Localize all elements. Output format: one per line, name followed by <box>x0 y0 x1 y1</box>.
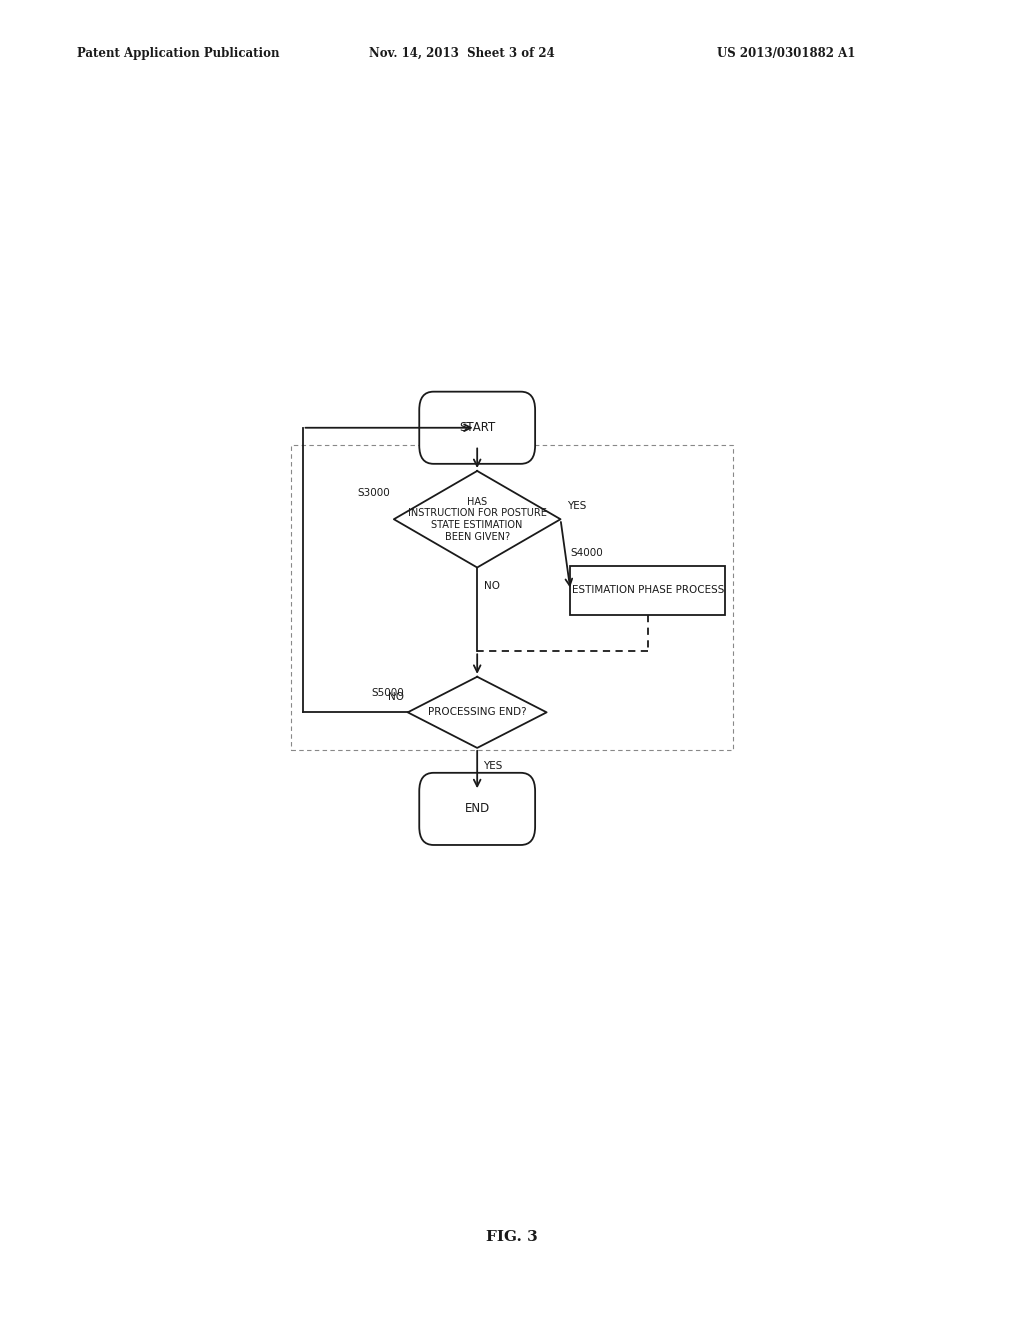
Text: END: END <box>465 803 489 816</box>
Bar <box>570 566 725 615</box>
Text: S3000: S3000 <box>357 487 390 498</box>
Text: NO: NO <box>388 692 403 702</box>
Text: YES: YES <box>483 762 503 771</box>
Text: YES: YES <box>567 502 586 511</box>
Bar <box>291 445 733 750</box>
Text: HAS
INSTRUCTION FOR POSTURE
STATE ESTIMATION
BEEN GIVEN?: HAS INSTRUCTION FOR POSTURE STATE ESTIMA… <box>408 496 547 541</box>
Text: Nov. 14, 2013  Sheet 3 of 24: Nov. 14, 2013 Sheet 3 of 24 <box>369 46 554 59</box>
Text: S4000: S4000 <box>570 548 603 558</box>
Text: START: START <box>459 421 496 434</box>
Text: ESTIMATION PHASE PROCESS: ESTIMATION PHASE PROCESS <box>571 585 724 595</box>
Text: FIG. 3: FIG. 3 <box>486 1230 538 1243</box>
FancyBboxPatch shape <box>419 392 536 463</box>
Text: US 2013/0301882 A1: US 2013/0301882 A1 <box>717 46 855 59</box>
FancyBboxPatch shape <box>419 772 536 845</box>
Text: NO: NO <box>483 581 500 591</box>
Text: S5000: S5000 <box>371 688 403 698</box>
Text: Patent Application Publication: Patent Application Publication <box>77 46 280 59</box>
Text: PROCESSING END?: PROCESSING END? <box>428 708 526 717</box>
